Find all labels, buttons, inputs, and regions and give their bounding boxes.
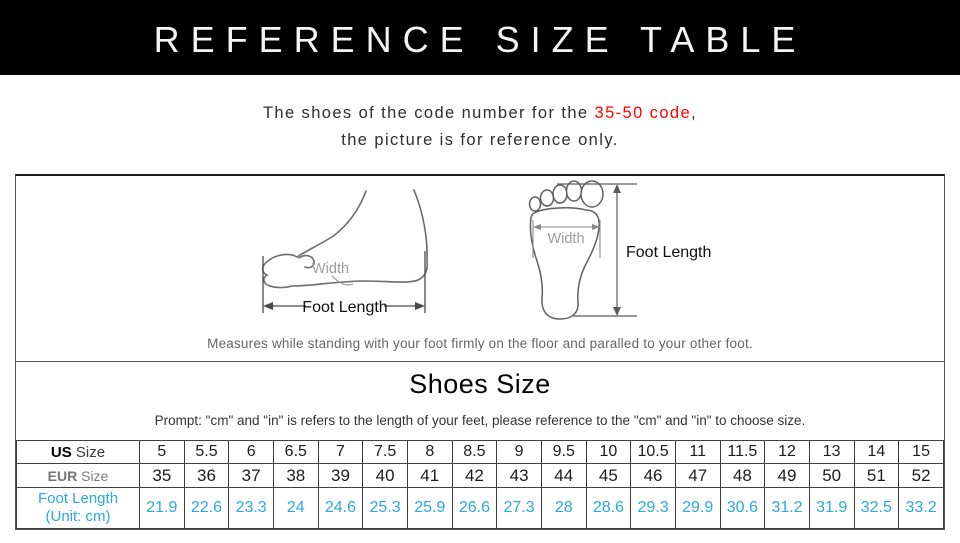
size-value-cell: 30.6 (719, 487, 766, 529)
size-value-cell: 11 (674, 440, 721, 464)
size-value-cell: 14 (853, 440, 900, 464)
size-value-cell: 50 (808, 463, 855, 488)
size-chart-page: REFERENCE SIZE TABLE The shoes of the co… (0, 0, 960, 530)
section-title: Shoes Size (409, 369, 551, 399)
size-value-cell: 15 (898, 440, 944, 464)
row-header-us-size: US Size (16, 440, 140, 464)
size-value-cell: 10.5 (630, 440, 676, 464)
size-value-cell: 5 (139, 440, 185, 464)
size-value-cell: 29.9 (674, 487, 721, 529)
table-row-us-size: US Size 5 5.5 6 6.5 7 7.5 8 8.5 9 9.5 10 10.5 11 11.5… (16, 440, 944, 464)
size-value-cell: 6.5 (272, 440, 319, 464)
size-table: US Size 5 5.5 6 6.5 7 7.5 8 8.5 9 9.5 10 10.5 11 11.5… (16, 440, 944, 529)
size-value-cell: 11.5 (719, 440, 766, 464)
row-header-eur-size: EUR Size (16, 463, 140, 488)
side-foot-width-label: Width (312, 261, 349, 277)
us-label: US (50, 443, 72, 461)
side-foot-length-dimension (262, 251, 426, 313)
size-value-cell: 6 (228, 440, 274, 464)
size-value-cell: 12 (764, 440, 810, 464)
size-value-cell: 29.3 (630, 487, 676, 529)
size-value-cell: 7.5 (362, 440, 408, 464)
size-value-cell: 51 (853, 463, 900, 488)
measure-caption: Measures while standing with your foot f… (207, 336, 753, 351)
size-value-cell: 46 (630, 463, 676, 488)
side-foot-outline (261, 189, 428, 289)
size-value-cell: 49 (764, 463, 810, 488)
foot-length-label-line1: Foot Length (37, 490, 119, 507)
top-foot-length-label: Foot Length (626, 244, 711, 261)
size-value-cell: 8 (406, 440, 453, 464)
size-value-cell: 36 (183, 463, 230, 488)
size-value-cell: 32.5 (853, 487, 900, 529)
size-value-cell: 45 (585, 463, 632, 488)
side-width-leader-line (331, 275, 354, 286)
size-value-cell: 27.3 (496, 487, 542, 529)
side-foot-length-label: Foot Length (302, 299, 387, 316)
foot-length-label-line2: (Unit: cm) (45, 508, 111, 525)
size-value-cell: 31.2 (764, 487, 810, 529)
size-value-cell: 21.9 (139, 487, 185, 529)
size-prompt: Prompt: "cm" and "in" is refers to the l… (154, 413, 806, 428)
size-value-cell: 23.3 (228, 487, 274, 529)
size-value-cell: 24 (272, 487, 319, 529)
top-foot-width-dimension (532, 220, 601, 258)
size-value-cell: 31.9 (808, 487, 855, 529)
size-value-cell: 28 (540, 487, 587, 529)
size-value-cell: 39 (317, 463, 364, 488)
header-bar: REFERENCE SIZE TABLE (0, 0, 960, 75)
size-value-cell: 52 (898, 463, 944, 488)
intro-line-2: the picture is for reference only. (341, 131, 619, 149)
top-foot-width-label: Width (547, 231, 584, 247)
size-value-cell: 48 (719, 463, 766, 488)
table-row-foot-length: Foot Length (Unit: cm) 21.9 22.6 23.3 24 24.6… (16, 487, 944, 529)
size-value-cell: 40 (362, 463, 408, 488)
size-value-cell: 41 (406, 463, 453, 488)
size-value-cell: 24.6 (317, 487, 364, 529)
intro-line-1-suffix: , (691, 104, 698, 122)
eur-label: EUR (47, 467, 78, 484)
size-value-cell: 35 (139, 463, 185, 488)
size-value-cell: 47 (674, 463, 721, 488)
size-value-cell: 25.3 (362, 487, 408, 529)
measurement-diagram-section: Width Foot Length (16, 176, 944, 362)
top-foot-outline (528, 180, 604, 320)
intro-line-1: The shoes of the code number for the 35-… (0, 100, 960, 127)
intro-line-1-prefix: The shoes of the code number for the (262, 104, 595, 122)
row-header-foot-length: Foot Length (Unit: cm) (16, 487, 140, 529)
size-value-cell: 13 (808, 440, 855, 464)
foot-measurement-diagram: Width Foot Length (261, 180, 711, 320)
table-row-eur-size: EUR Size 35 36 37 38 39 40 41 42 43 44 45 46 47 48 49 5… (16, 463, 944, 488)
size-value-cell: 7 (317, 440, 364, 464)
size-value-cell: 43 (496, 463, 542, 488)
size-value-cell: 9.5 (540, 440, 587, 464)
intro-text: The shoes of the code number for the 35-… (0, 75, 960, 154)
size-value-cell: 38 (272, 463, 319, 488)
top-foot-length-dimension (557, 183, 637, 317)
eur-label-rest: Size (77, 467, 109, 484)
size-value-cell: 9 (496, 440, 542, 464)
size-value-cell: 25.9 (406, 487, 453, 529)
size-value-cell: 8.5 (451, 440, 498, 464)
page-title: REFERENCE SIZE TABLE (153, 18, 807, 60)
size-value-cell: 33.2 (898, 487, 944, 529)
size-value-cell: 10 (585, 440, 632, 464)
size-value-cell: 5.5 (183, 440, 230, 464)
size-chart-box: Width Foot Length (15, 174, 945, 530)
size-value-cell: 44 (540, 463, 587, 488)
size-value-cell: 42 (451, 463, 498, 488)
size-value-cell: 28.6 (585, 487, 632, 529)
shoes-size-section: Shoes Size Prompt: "cm" and "in" is refe… (16, 369, 944, 529)
size-value-cell: 22.6 (183, 487, 230, 529)
size-value-cell: 37 (228, 463, 274, 488)
size-value-cell: 26.6 (451, 487, 498, 529)
code-range-highlight: 35-50 code (594, 104, 692, 122)
us-label-rest: Size (71, 443, 106, 461)
